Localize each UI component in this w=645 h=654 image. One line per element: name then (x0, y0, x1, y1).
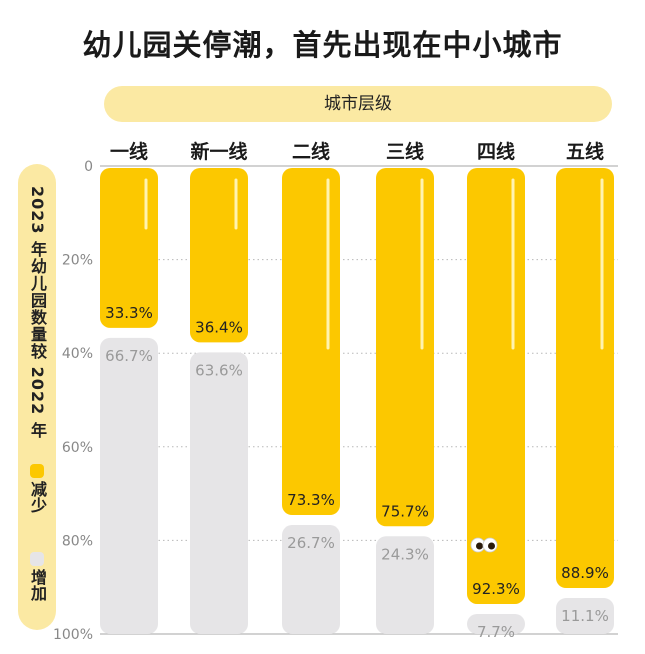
y-tick-label: 100% (53, 627, 93, 643)
legend-increase: 增加 (18, 552, 56, 601)
side-panel: 2023 年幼儿园数量较 2022 年 减少 增加 (18, 164, 56, 630)
bar-increase (190, 352, 248, 634)
legend-decrease-label: 减少 (28, 481, 47, 513)
category-label: 一线 (110, 140, 148, 163)
data-label-increase: 66.7% (105, 347, 153, 365)
category-label: 三线 (386, 140, 424, 163)
data-label-decrease: 88.9% (561, 564, 609, 582)
category-label: 五线 (566, 140, 604, 163)
bar-decrease (467, 168, 525, 604)
bar-decrease (282, 168, 340, 516)
x-axis-header: 城市层级 (104, 86, 612, 122)
category-label: 新一线 (190, 140, 247, 163)
side-axis-label: 2023 年幼儿园数量较 2022 年 (28, 186, 47, 439)
data-label-increase: 24.3% (381, 545, 429, 563)
category-label: 四线 (477, 140, 515, 163)
y-tick-label: 20% (62, 253, 93, 269)
data-label-increase: 63.6% (195, 361, 243, 379)
eye-pupil-icon (476, 542, 483, 550)
y-tick-label: 40% (62, 346, 93, 362)
bar-decrease (556, 168, 614, 589)
bar-decrease (190, 168, 248, 343)
data-label-decrease: 33.3% (105, 304, 153, 322)
bar-increase (556, 598, 614, 634)
category-label: 二线 (292, 140, 330, 163)
bar-increase (467, 613, 525, 634)
y-tick-label: 80% (62, 533, 93, 549)
y-tick-label: 60% (62, 440, 93, 456)
bar-increase (376, 536, 434, 634)
eye-pupil-icon (488, 542, 495, 550)
data-label-increase: 7.7% (477, 623, 515, 641)
bar-increase (100, 337, 158, 634)
legend-decrease: 减少 (18, 464, 56, 513)
data-label-decrease: 75.7% (381, 502, 429, 520)
bar-decrease (376, 168, 434, 527)
legend-increase-swatch (30, 552, 44, 566)
legend-decrease-swatch (30, 464, 44, 478)
y-tick-label: 0 (84, 159, 93, 175)
data-label-increase: 11.1% (561, 607, 609, 625)
chart-title: 幼儿园关停潮，首先出现在中小城市 (82, 28, 563, 62)
bar-decrease (100, 168, 158, 328)
data-label-decrease: 36.4% (195, 318, 243, 336)
data-label-increase: 26.7% (287, 534, 335, 552)
bar-increase (282, 525, 340, 634)
legend-increase-label: 增加 (28, 569, 47, 601)
data-label-decrease: 73.3% (287, 491, 335, 509)
data-label-decrease: 92.3% (472, 580, 520, 598)
